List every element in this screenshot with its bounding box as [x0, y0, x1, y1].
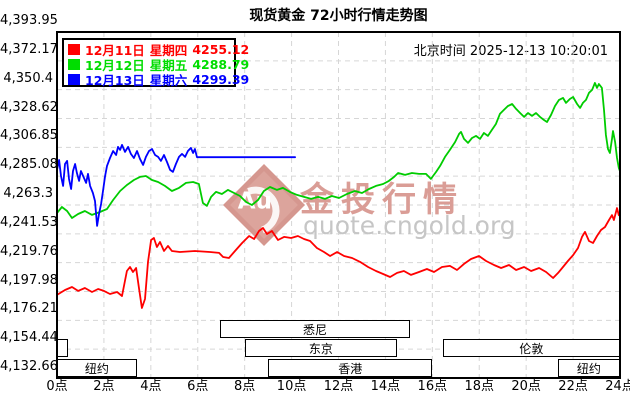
x-axis-label: 20点 — [511, 379, 541, 394]
y-axis-label: 4,306.85 — [0, 128, 58, 144]
legend-item: 12月11日 星期四 4255.12 — [68, 42, 249, 58]
legend: 12月11日 星期四 4255.12 12月12日 星期五 4288.79 12月13日 星期… — [62, 38, 249, 88]
x-axis-label: 8点 — [234, 379, 256, 394]
y-axis-label: 4,197.98 — [0, 272, 58, 288]
legend-color-swatch — [68, 58, 80, 70]
legend-item-weekday: 星期六 — [149, 72, 188, 88]
legend-item: 12月13日 星期六 4299.39 — [68, 72, 249, 88]
series-line-12月11日 星期四 — [56, 207, 621, 309]
beijing-time-value: 2025-12-13 10:20:01 — [469, 44, 608, 59]
legend-item-date: 12月13日 — [85, 72, 145, 88]
session-bar: 伦敦 — [442, 339, 620, 357]
y-axis-label: 4,393.95 — [0, 13, 58, 28]
x-axis-label: 6点 — [187, 379, 209, 394]
legend-item-weekday: 星期五 — [149, 57, 188, 73]
y-axis-label: 4,285.08 — [0, 157, 58, 173]
y-axis-label: 4,263.3 — [3, 186, 53, 201]
chart-title: 现货黄金 72小时行情走势图 — [249, 8, 428, 24]
y-axis-label: 4,372.17 — [0, 41, 58, 57]
x-axis-label: 12点 — [323, 379, 354, 394]
session-bar: 东京 — [244, 339, 398, 357]
beijing-time: 北京时间 2025-12-13 10:20:01 — [414, 40, 608, 59]
legend-item-price: 4255.12 — [192, 41, 250, 57]
legend-item-weekday: 星期四 — [149, 42, 188, 58]
x-axis-label: 18点 — [464, 379, 495, 394]
legend-item-date: 12月12日 — [85, 57, 145, 73]
x-axis-label: 14点 — [370, 379, 401, 394]
series-line-12月12日 星期五 — [56, 82, 621, 219]
y-axis-label: 4,219.76 — [0, 243, 58, 259]
x-axis-label: 2点 — [93, 379, 115, 394]
legend-item-date: 12月11日 — [85, 42, 145, 58]
y-axis-label: 4,154.44 — [0, 330, 58, 346]
series-line-12月13日 星期六 — [56, 143, 297, 227]
session-bar: 纽约 — [557, 359, 620, 377]
plot-border — [56, 31, 621, 379]
x-axis-label: 4点 — [140, 379, 162, 394]
y-axis-label: 4,241.53 — [0, 214, 58, 230]
x-axis-label: 0点 — [46, 379, 68, 394]
legend-item-price: 4288.79 — [192, 56, 250, 72]
legend-item-price: 4299.39 — [192, 71, 250, 87]
legend-color-swatch — [68, 73, 80, 85]
x-axis-label: 10点 — [276, 379, 307, 394]
x-axis-label: 22点 — [558, 379, 588, 394]
y-axis-label: 4,328.62 — [0, 99, 58, 115]
legend-color-swatch — [68, 43, 80, 55]
session-bar: 悉尼 — [220, 320, 411, 338]
y-axis-label: 4,132.66 — [0, 359, 58, 374]
session-bar: 纽约 — [57, 359, 137, 377]
y-axis-label: 4,350.4 — [3, 70, 53, 86]
x-axis-label: 16点 — [417, 379, 448, 394]
x-axis-label: 24点 — [605, 379, 630, 394]
legend-item: 12月12日 星期五 4288.79 — [68, 57, 249, 73]
session-bar-stub — [57, 339, 68, 357]
beijing-time-label: 北京时间 — [413, 44, 466, 59]
session-bar: 香港 — [268, 359, 433, 377]
y-axis-label: 4,176.21 — [0, 301, 58, 317]
